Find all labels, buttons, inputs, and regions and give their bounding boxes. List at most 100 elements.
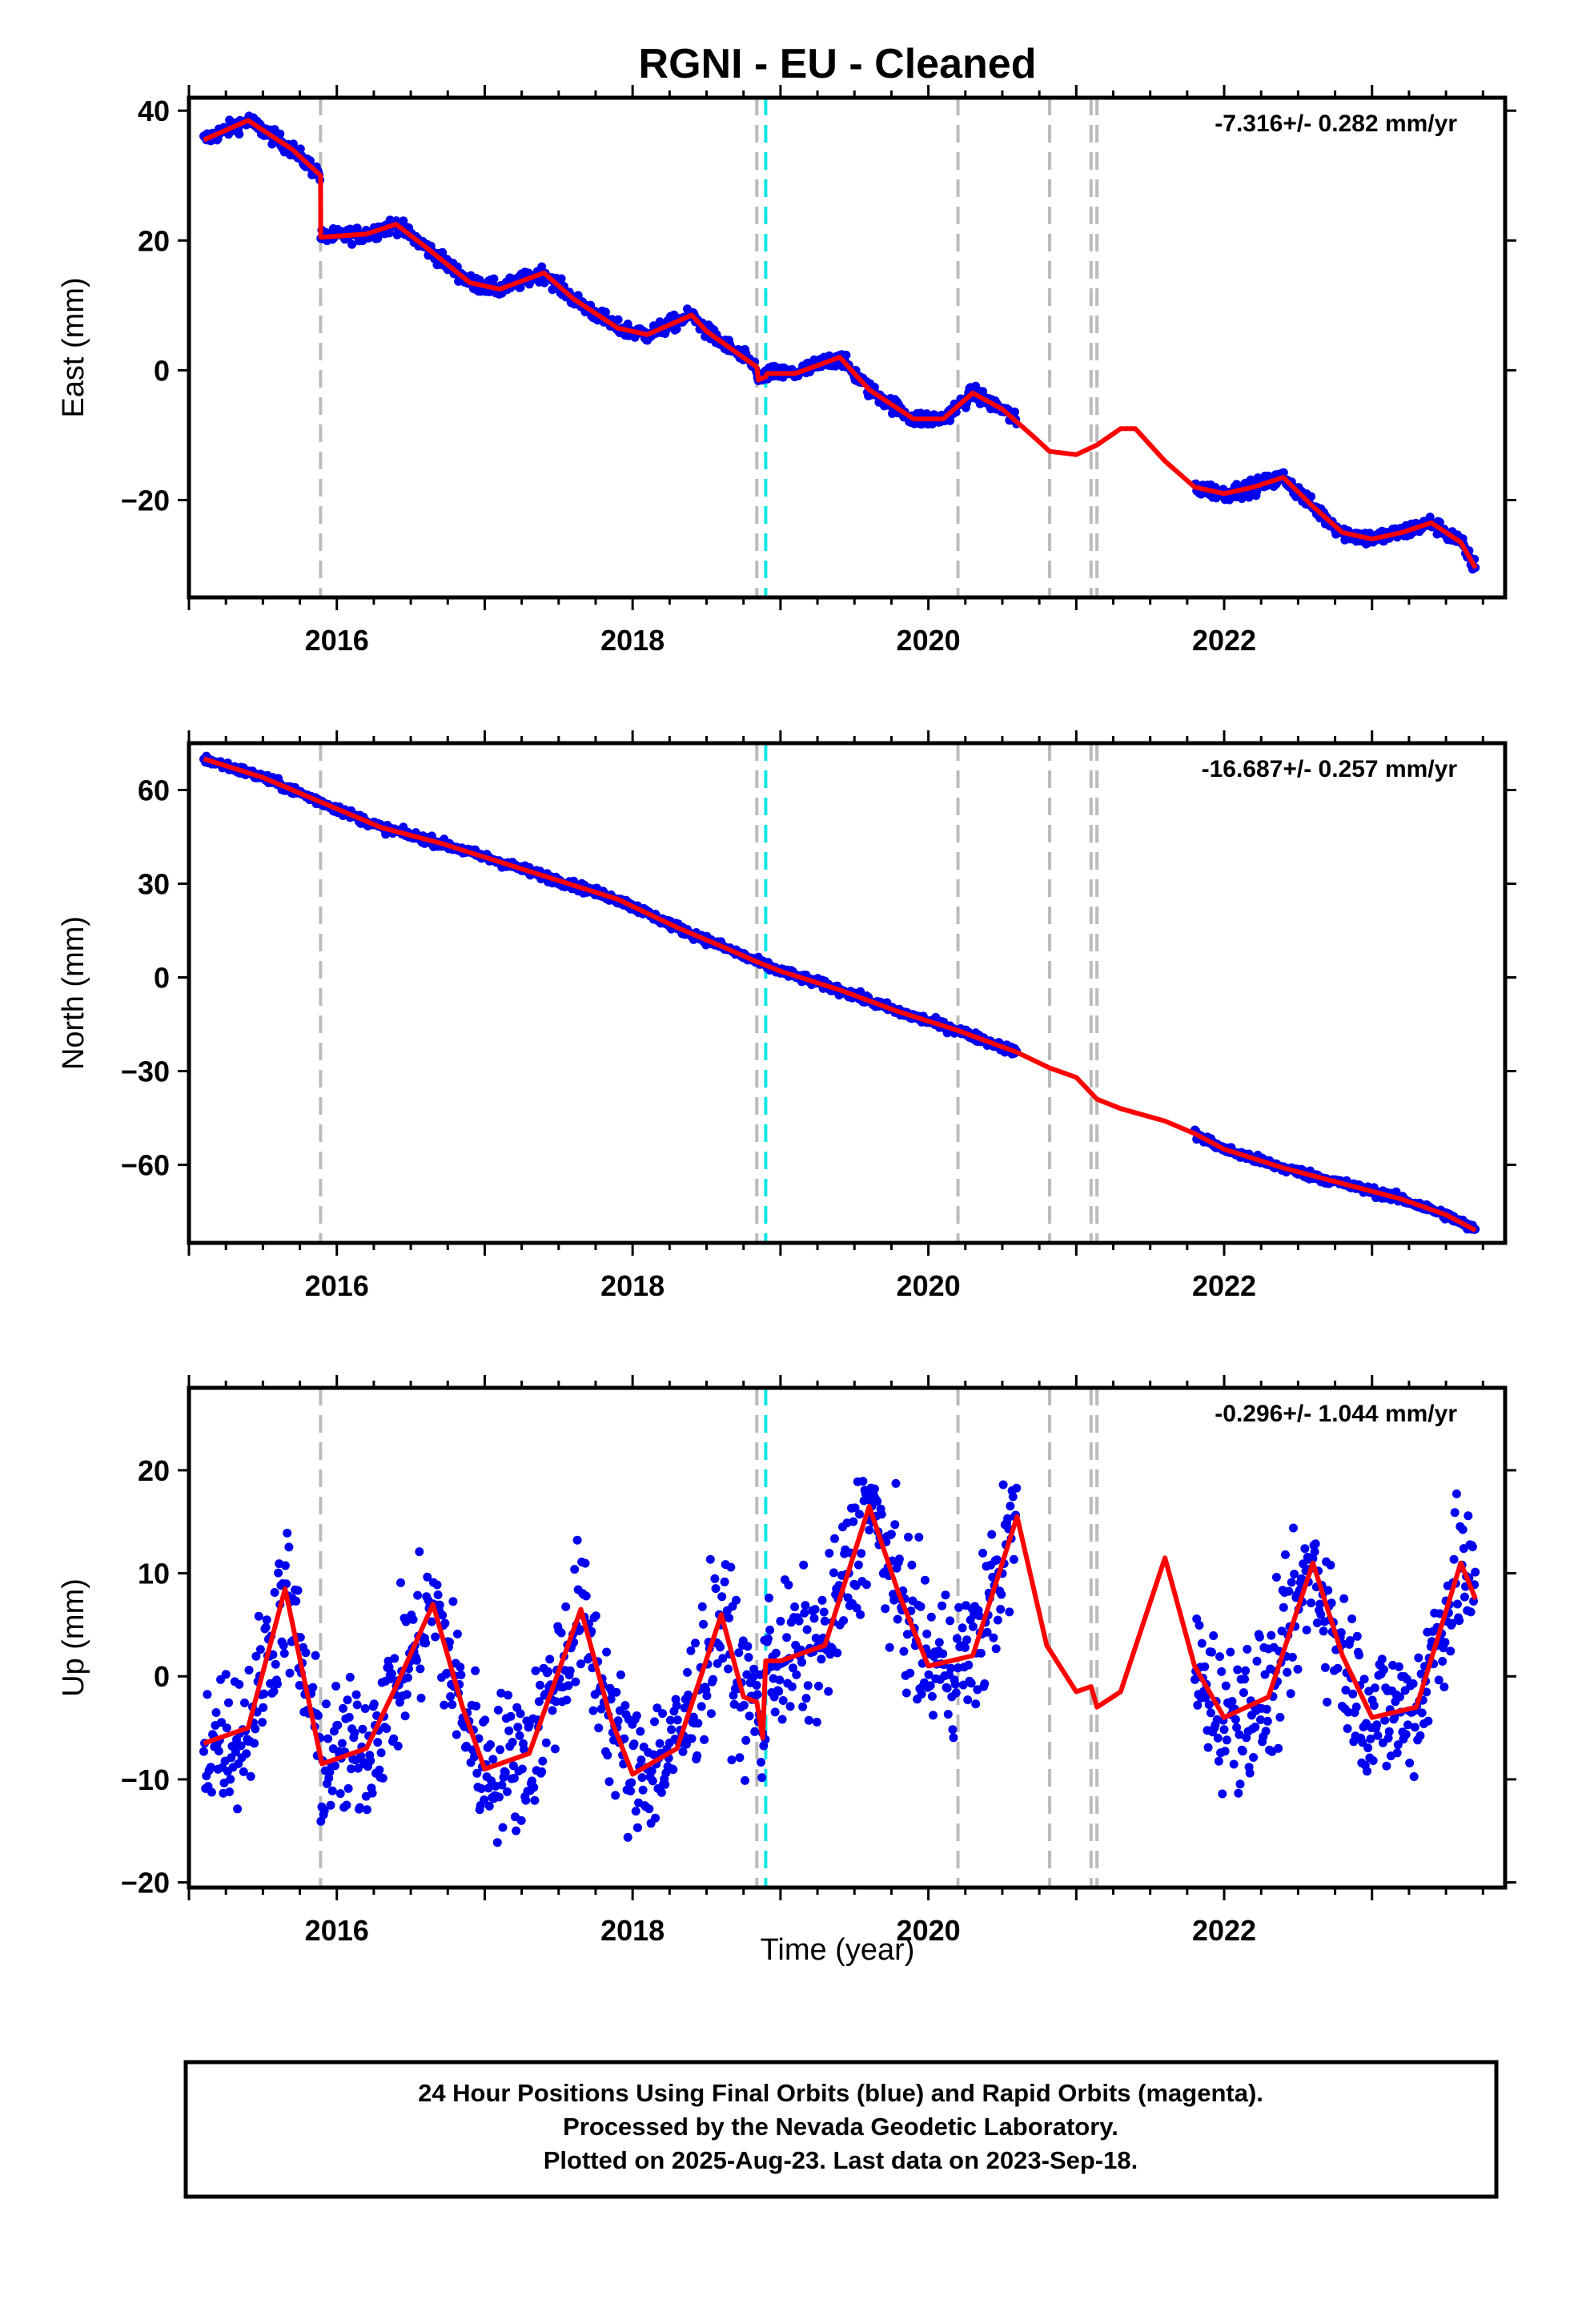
velocity-estimate: -7.316+/- 0.282 mm/yr xyxy=(1215,111,1457,137)
data-point xyxy=(917,1689,926,1699)
data-point xyxy=(268,1650,278,1659)
data-point xyxy=(335,1789,345,1799)
data-point xyxy=(504,1726,514,1735)
data-point xyxy=(750,1727,760,1736)
data-point xyxy=(273,1679,282,1689)
data-point xyxy=(221,1670,231,1679)
data-point xyxy=(814,1681,823,1691)
data-point xyxy=(710,1574,720,1583)
data-point xyxy=(1197,1638,1207,1648)
data-point xyxy=(403,1673,412,1683)
data-point xyxy=(515,1731,524,1740)
data-point xyxy=(856,1610,865,1619)
y-axis-label: Up (mm) xyxy=(57,1578,90,1697)
data-point xyxy=(1006,1502,1015,1511)
data-point xyxy=(321,1699,331,1709)
data-point xyxy=(687,1734,697,1743)
data-point xyxy=(948,1725,958,1735)
data-point xyxy=(1279,1602,1288,1612)
data-point xyxy=(251,1651,261,1661)
data-point xyxy=(480,1795,489,1804)
data-point xyxy=(629,1739,639,1749)
data-point xyxy=(1460,1592,1469,1602)
data-point xyxy=(435,1600,444,1610)
data-point xyxy=(968,1622,978,1631)
data-point xyxy=(442,1668,452,1678)
data-point xyxy=(732,1595,741,1605)
data-point xyxy=(431,1632,440,1642)
data-point xyxy=(1300,1544,1310,1554)
data-point xyxy=(996,1605,1006,1614)
data-point xyxy=(1307,1598,1316,1608)
data-point xyxy=(987,1530,997,1539)
data-point xyxy=(785,1702,795,1711)
data-point xyxy=(865,1526,874,1535)
data-point xyxy=(734,1648,744,1658)
data-point xyxy=(1235,1730,1244,1739)
data-point xyxy=(632,1711,641,1720)
data-point xyxy=(211,1708,221,1717)
data-point xyxy=(1455,1616,1464,1626)
data-point xyxy=(203,1690,212,1699)
data-point xyxy=(745,1711,754,1721)
data-point xyxy=(1279,468,1288,477)
data-point xyxy=(743,1642,753,1651)
data-point xyxy=(360,1704,370,1713)
data-point xyxy=(1341,1686,1351,1695)
data-point xyxy=(1425,513,1435,522)
data-point xyxy=(1393,1740,1403,1750)
data-point xyxy=(580,1558,590,1568)
data-point xyxy=(1323,1697,1332,1707)
x-tick-label: 2018 xyxy=(600,1914,665,1947)
data-point xyxy=(534,1697,544,1707)
data-point xyxy=(691,1638,700,1648)
data-point xyxy=(971,1699,981,1709)
data-point xyxy=(938,1601,947,1610)
data-point xyxy=(254,1611,263,1621)
data-point xyxy=(571,1677,580,1687)
data-point xyxy=(503,1787,512,1796)
data-point xyxy=(946,1663,956,1673)
y-tick-label: 0 xyxy=(154,1660,170,1693)
data-point xyxy=(471,1666,480,1675)
data-point xyxy=(343,1695,352,1705)
data-point xyxy=(1302,1625,1311,1634)
data-point xyxy=(400,1711,410,1721)
data-point xyxy=(1408,1679,1418,1688)
data-point xyxy=(809,1614,819,1623)
data-point xyxy=(1233,1665,1243,1675)
data-point xyxy=(894,1554,904,1564)
data-point xyxy=(720,1577,729,1586)
data-point xyxy=(1401,1730,1411,1739)
data-point xyxy=(1315,1599,1325,1609)
data-point xyxy=(293,1586,303,1595)
data-point xyxy=(500,1767,510,1777)
data-point xyxy=(924,1670,934,1679)
data-point xyxy=(1423,1716,1433,1726)
data-point xyxy=(270,1588,279,1597)
data-point xyxy=(749,1664,759,1674)
data-point xyxy=(962,1635,972,1645)
data-point xyxy=(651,1813,661,1823)
data-point xyxy=(1193,1700,1203,1710)
data-point xyxy=(1453,1599,1462,1609)
data-point xyxy=(536,1680,544,1690)
data-point xyxy=(801,1601,810,1610)
data-point xyxy=(452,1629,462,1638)
data-point xyxy=(824,1687,833,1696)
y-tick-label: 40 xyxy=(138,94,170,127)
data-point xyxy=(231,1747,240,1757)
data-point xyxy=(787,1682,797,1691)
data-point xyxy=(693,1751,702,1760)
data-point xyxy=(702,1691,712,1700)
data-point xyxy=(1209,1631,1219,1640)
data-point xyxy=(362,1805,371,1815)
data-point xyxy=(825,1549,834,1558)
data-point xyxy=(1368,1756,1378,1765)
data-point xyxy=(678,1747,688,1756)
data-point xyxy=(570,1565,580,1574)
north-panel: 60 30 0 −30 −60 2016 2018 2020 2022 North (mm) -16… xyxy=(57,730,1516,1302)
data-point xyxy=(833,1648,842,1658)
data-point xyxy=(1380,1715,1390,1725)
data-point xyxy=(390,1654,400,1663)
